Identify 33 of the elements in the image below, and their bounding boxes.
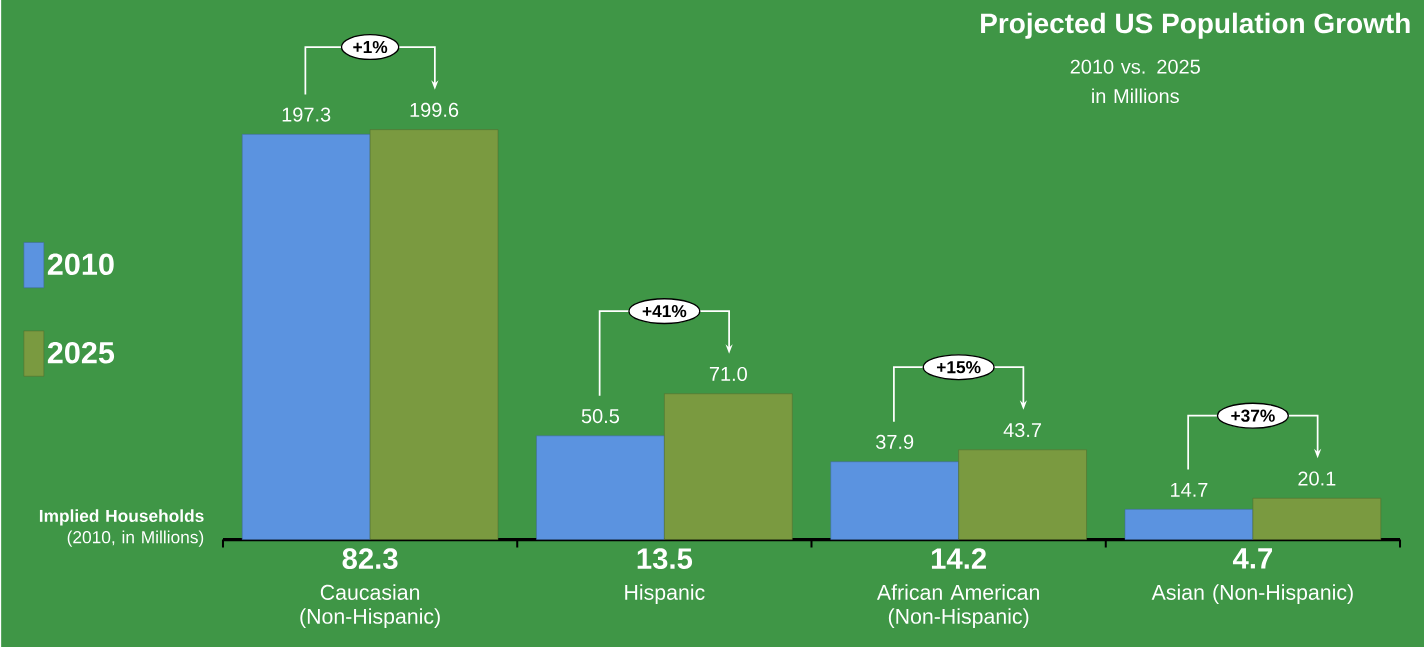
data-label: 37.9 (875, 434, 914, 449)
data-label: 50.5 (581, 408, 620, 423)
x-tick-label: Caucasian (Non-Hispanic) (300, 584, 440, 628)
bar (1252, 497, 1382, 540)
bar (369, 129, 499, 540)
text: Implied Households (2010, in Millions) (39, 509, 204, 547)
bar (830, 461, 959, 540)
chart-subtitle: 2010 vs. 2025 in Millions (1070, 59, 1200, 103)
data-label: 20.1 (1298, 471, 1336, 486)
bar (536, 435, 665, 540)
bar (664, 393, 793, 540)
legend-label: 2025 (47, 341, 115, 364)
data-label: 71.0 (709, 366, 747, 381)
bar (1124, 508, 1254, 540)
annotation: +15% (936, 360, 981, 374)
data-label: 14.7 (1171, 482, 1208, 497)
text: 4.7 (1232, 548, 1272, 569)
legend-label: 2010 (47, 253, 114, 275)
text: 82.3 (342, 548, 398, 569)
annotation: +41% (642, 304, 687, 317)
data-label: 197.3 (282, 107, 331, 122)
x-tick-label: Hispanic (625, 584, 705, 604)
text: 13.5 (637, 548, 693, 569)
x-tick-label: African American (Non-Hispanic) (876, 584, 1039, 628)
text: 14.2 (931, 548, 986, 569)
data-label: 43.7 (1003, 422, 1042, 437)
chart-title: Projected US Population Growth (981, 12, 1410, 39)
x-tick-label: Asian (Non-Hispanic) (1151, 584, 1353, 604)
bar (958, 449, 1087, 540)
bar (241, 133, 371, 540)
data-label: 199.6 (410, 102, 459, 117)
text: +1% (353, 40, 388, 53)
annotation: +37% (1231, 409, 1275, 422)
